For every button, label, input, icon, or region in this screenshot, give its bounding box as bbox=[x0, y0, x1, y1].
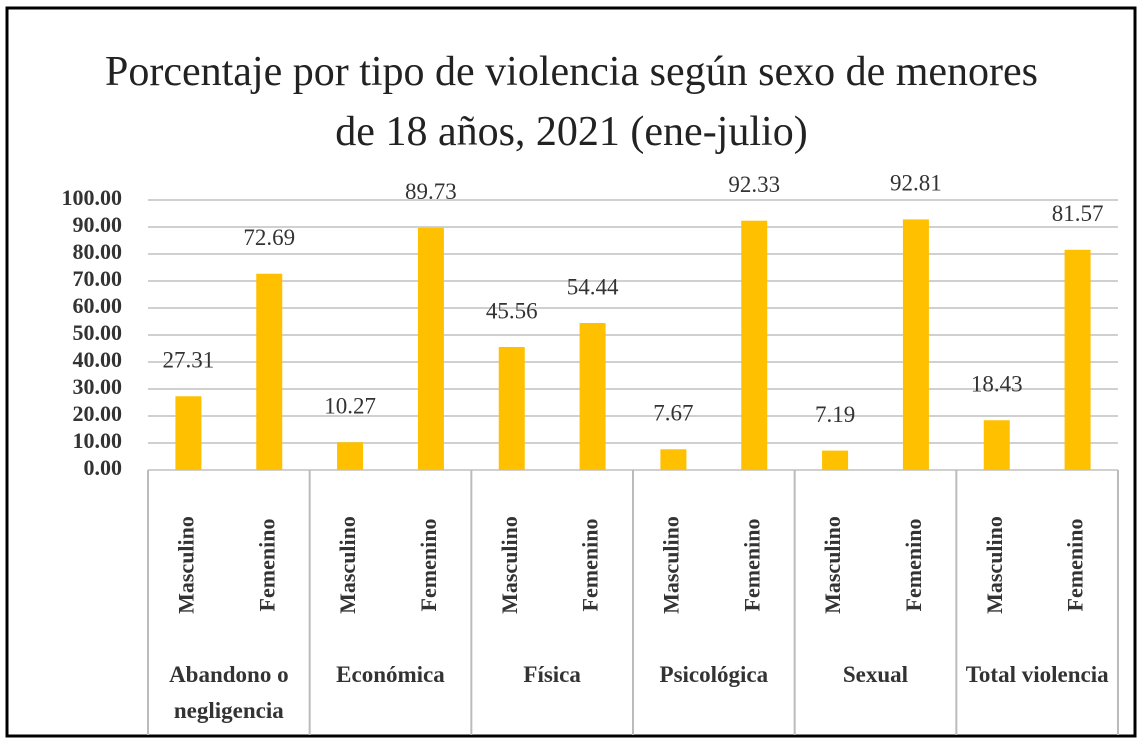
x-tick-label: Femenino bbox=[739, 519, 764, 612]
x-tick-label: Masculino bbox=[658, 516, 683, 614]
x-tick-label: Masculino bbox=[982, 516, 1007, 614]
bar bbox=[417, 227, 444, 470]
x-tick-label: Masculino bbox=[820, 516, 845, 614]
y-tick-label: 30.00 bbox=[73, 374, 123, 399]
data-label: 7.67 bbox=[653, 401, 693, 426]
bar bbox=[822, 450, 849, 470]
data-label: 18.43 bbox=[971, 372, 1023, 397]
x-tick-label: Femenino bbox=[901, 519, 926, 612]
bar bbox=[902, 219, 929, 470]
data-label: 10.27 bbox=[324, 394, 376, 419]
bar bbox=[337, 442, 364, 470]
data-label: 7.19 bbox=[815, 402, 855, 427]
bar bbox=[660, 449, 687, 470]
y-tick-label: 40.00 bbox=[73, 347, 123, 372]
group-label: Psicológica bbox=[659, 662, 769, 687]
y-tick-label: 50.00 bbox=[73, 320, 123, 345]
data-label: 27.31 bbox=[163, 348, 215, 373]
x-tick-label: Masculino bbox=[497, 516, 522, 614]
data-label: 45.56 bbox=[486, 298, 538, 323]
bar bbox=[256, 273, 283, 470]
data-label: 81.57 bbox=[1052, 201, 1104, 226]
bar bbox=[983, 420, 1010, 470]
x-tick-label: Femenino bbox=[254, 519, 279, 612]
group-label: Abandono o negligencia bbox=[169, 662, 289, 723]
y-tick-label: 20.00 bbox=[73, 401, 123, 426]
data-label: 54.44 bbox=[567, 274, 619, 299]
x-tick-label: Femenino bbox=[578, 519, 603, 612]
bar bbox=[175, 396, 202, 470]
data-label: 92.33 bbox=[728, 172, 780, 197]
x-tick-label: Femenino bbox=[1063, 519, 1088, 612]
y-tick-label: 10.00 bbox=[73, 428, 123, 453]
data-label: 89.73 bbox=[405, 179, 457, 204]
y-tick-label: 70.00 bbox=[73, 266, 123, 291]
group-label: Física bbox=[523, 662, 581, 687]
y-tick-label: 0.00 bbox=[84, 455, 123, 480]
bar bbox=[498, 346, 525, 470]
x-tick-label: Masculino bbox=[173, 516, 198, 614]
border bbox=[5, 6, 1137, 738]
bar bbox=[579, 323, 606, 470]
bar bbox=[741, 220, 768, 470]
y-tick-label: 100.00 bbox=[62, 185, 123, 210]
data-label: 72.69 bbox=[243, 225, 295, 250]
group-label: Total violencia bbox=[965, 662, 1109, 687]
y-tick-label: 90.00 bbox=[73, 212, 123, 237]
y-tick-label: 60.00 bbox=[73, 293, 123, 318]
group-label: Sexual bbox=[842, 662, 909, 687]
x-tick-label: Femenino bbox=[416, 519, 441, 612]
chart-title: Porcentaje por tipo de violencia según s… bbox=[104, 49, 1039, 155]
x-tick-label: Masculino bbox=[335, 516, 360, 614]
data-label: 92.81 bbox=[890, 171, 942, 196]
group-label: Económica bbox=[336, 662, 445, 687]
bar bbox=[1064, 249, 1091, 470]
y-tick-label: 80.00 bbox=[73, 239, 123, 264]
